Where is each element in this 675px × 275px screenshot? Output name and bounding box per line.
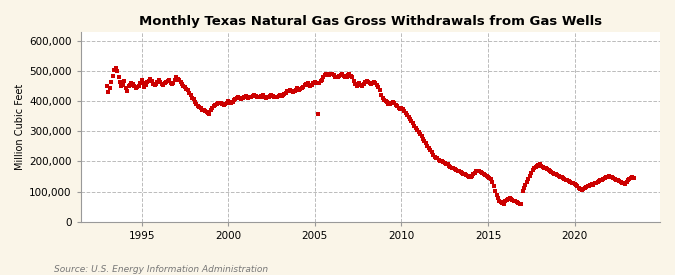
Title: Monthly Texas Natural Gas Gross Withdrawals from Gas Wells: Monthly Texas Natural Gas Gross Withdraw… bbox=[139, 15, 602, 28]
Text: Source: U.S. Energy Information Administration: Source: U.S. Energy Information Administ… bbox=[54, 265, 268, 274]
Y-axis label: Million Cubic Feet: Million Cubic Feet bbox=[15, 84, 25, 170]
